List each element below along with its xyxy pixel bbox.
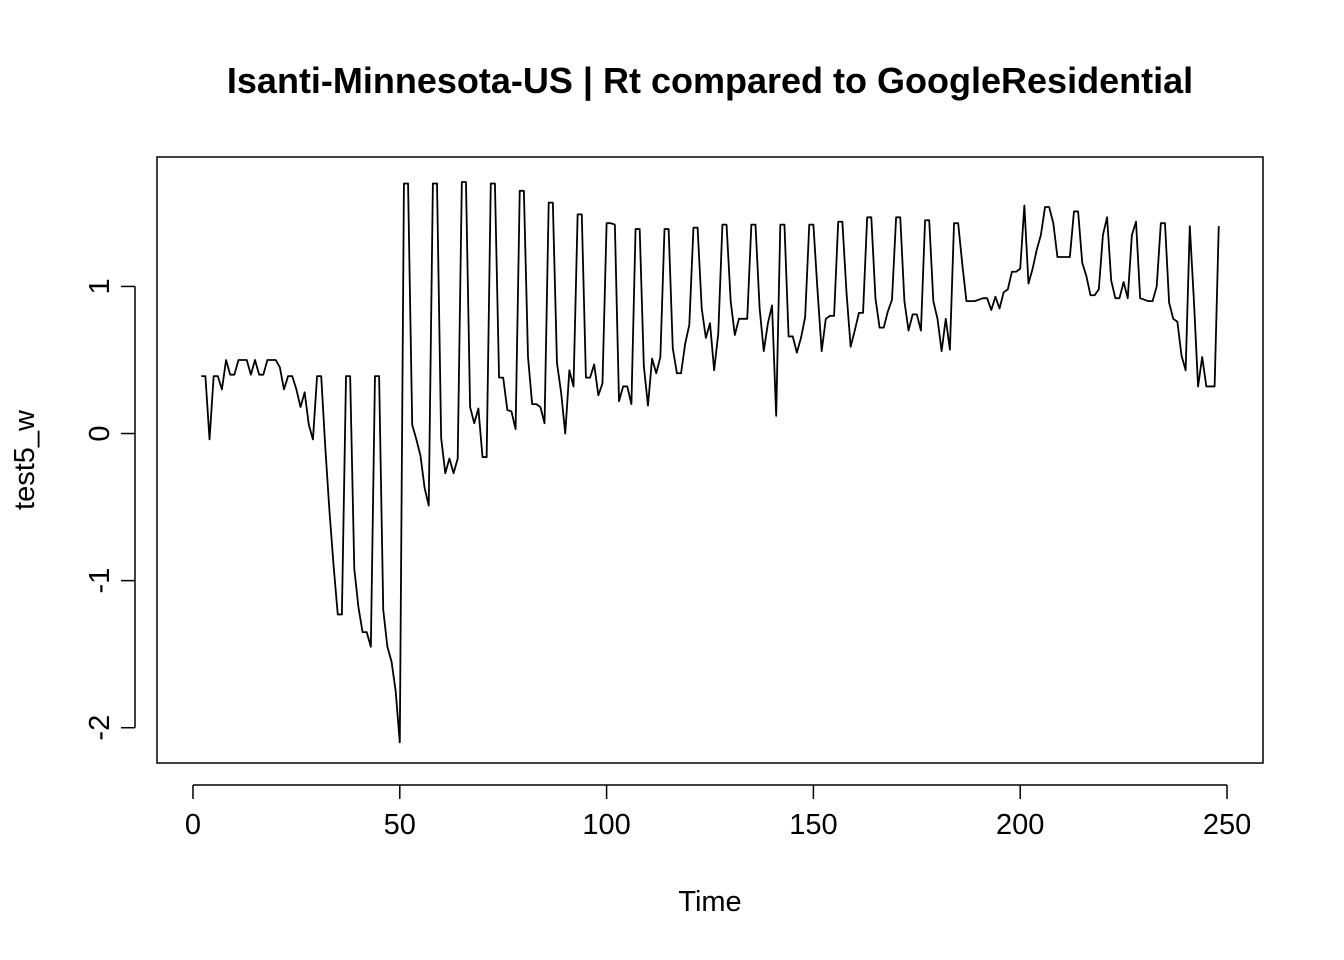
- x-axis-label: Time: [678, 886, 741, 918]
- y-axis-label: test5_w: [9, 409, 41, 510]
- y-tick-label: -2: [84, 715, 116, 741]
- x-tick-label: 100: [582, 809, 630, 841]
- x-tick-label: 150: [789, 809, 837, 841]
- y-axis: -2 -1 0 1: [84, 278, 136, 741]
- x-tick-label: 50: [384, 809, 416, 841]
- y-tick-label: 1: [84, 278, 116, 294]
- y-tick-label: 0: [84, 425, 116, 441]
- x-axis: 0 50 100 150 200 250: [185, 784, 1251, 841]
- plot-frame: [156, 156, 1264, 764]
- y-tick-label: -1: [84, 568, 116, 594]
- chart-title: Isanti-Minnesota-US | Rt compared to Goo…: [227, 60, 1193, 102]
- x-tick-label: 200: [996, 809, 1044, 841]
- x-tick-label: 0: [185, 809, 201, 841]
- series-line: [201, 181, 1220, 744]
- x-tick-label: 250: [1203, 809, 1251, 841]
